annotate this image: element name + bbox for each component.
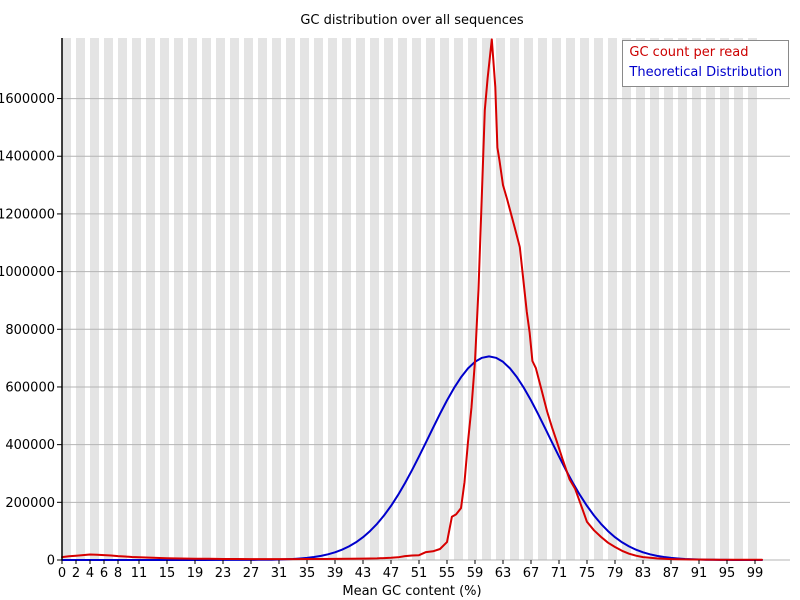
x-tick-label: 51	[411, 566, 428, 581]
y-tick-label: 200000	[5, 496, 55, 511]
x-tick-label: 79	[607, 566, 624, 581]
x-tick-label: 75	[579, 566, 596, 581]
y-tick-label: 1400000	[0, 150, 55, 165]
x-tick-label: 31	[271, 566, 288, 581]
x-tick-label: 27	[243, 566, 260, 581]
x-tick-label: 2	[72, 566, 80, 581]
legend-item-theoretical-distribution: Theoretical Distribution	[629, 65, 782, 80]
plot-background-stripes	[62, 38, 762, 560]
y-tick-label: 0	[47, 554, 55, 569]
y-tick-label: 1600000	[0, 92, 55, 107]
y-tick-label: 1200000	[0, 207, 55, 222]
y-tick-label: 400000	[5, 438, 55, 453]
legend-item-gc-count-per-read: GC count per read	[629, 45, 749, 60]
x-tick-label: 35	[299, 566, 316, 581]
x-tick-label: 0	[58, 566, 66, 581]
x-tick-label: 8	[114, 566, 122, 581]
series-line-theoretical-distribution	[61, 355, 763, 561]
series-line-gc-count-per-read	[61, 38, 763, 561]
x-tick-label: 47	[383, 566, 400, 581]
chart-title: GC distribution over all sequences	[300, 13, 524, 28]
x-tick-label: 59	[467, 566, 484, 581]
x-tick-label: 15	[159, 566, 176, 581]
x-tick-label: 43	[355, 566, 372, 581]
x-tick-label: 91	[691, 566, 708, 581]
x-tick-label: 83	[635, 566, 652, 581]
x-tick-label: 63	[495, 566, 512, 581]
x-tick-label: 71	[551, 566, 568, 581]
x-tick-label: 6	[100, 566, 108, 581]
x-axis-title: Mean GC content (%)	[342, 584, 482, 599]
legend: GC count per read Theoretical Distributi…	[622, 40, 789, 87]
y-tick-label: 600000	[5, 380, 55, 395]
x-tick-label: 67	[523, 566, 540, 581]
x-tick-label: 87	[663, 566, 680, 581]
x-tick-label: 99	[747, 566, 764, 581]
x-tick-label: 55	[439, 566, 456, 581]
x-tick-label: 23	[215, 566, 232, 581]
x-tick-label: 39	[327, 566, 344, 581]
x-tick-label: 4	[86, 566, 94, 581]
x-tick-label: 95	[719, 566, 736, 581]
y-tick-label: 1000000	[0, 265, 55, 280]
y-tick-label: 800000	[5, 323, 55, 338]
x-tick-label: 19	[187, 566, 204, 581]
x-tick-label: 11	[131, 566, 148, 581]
